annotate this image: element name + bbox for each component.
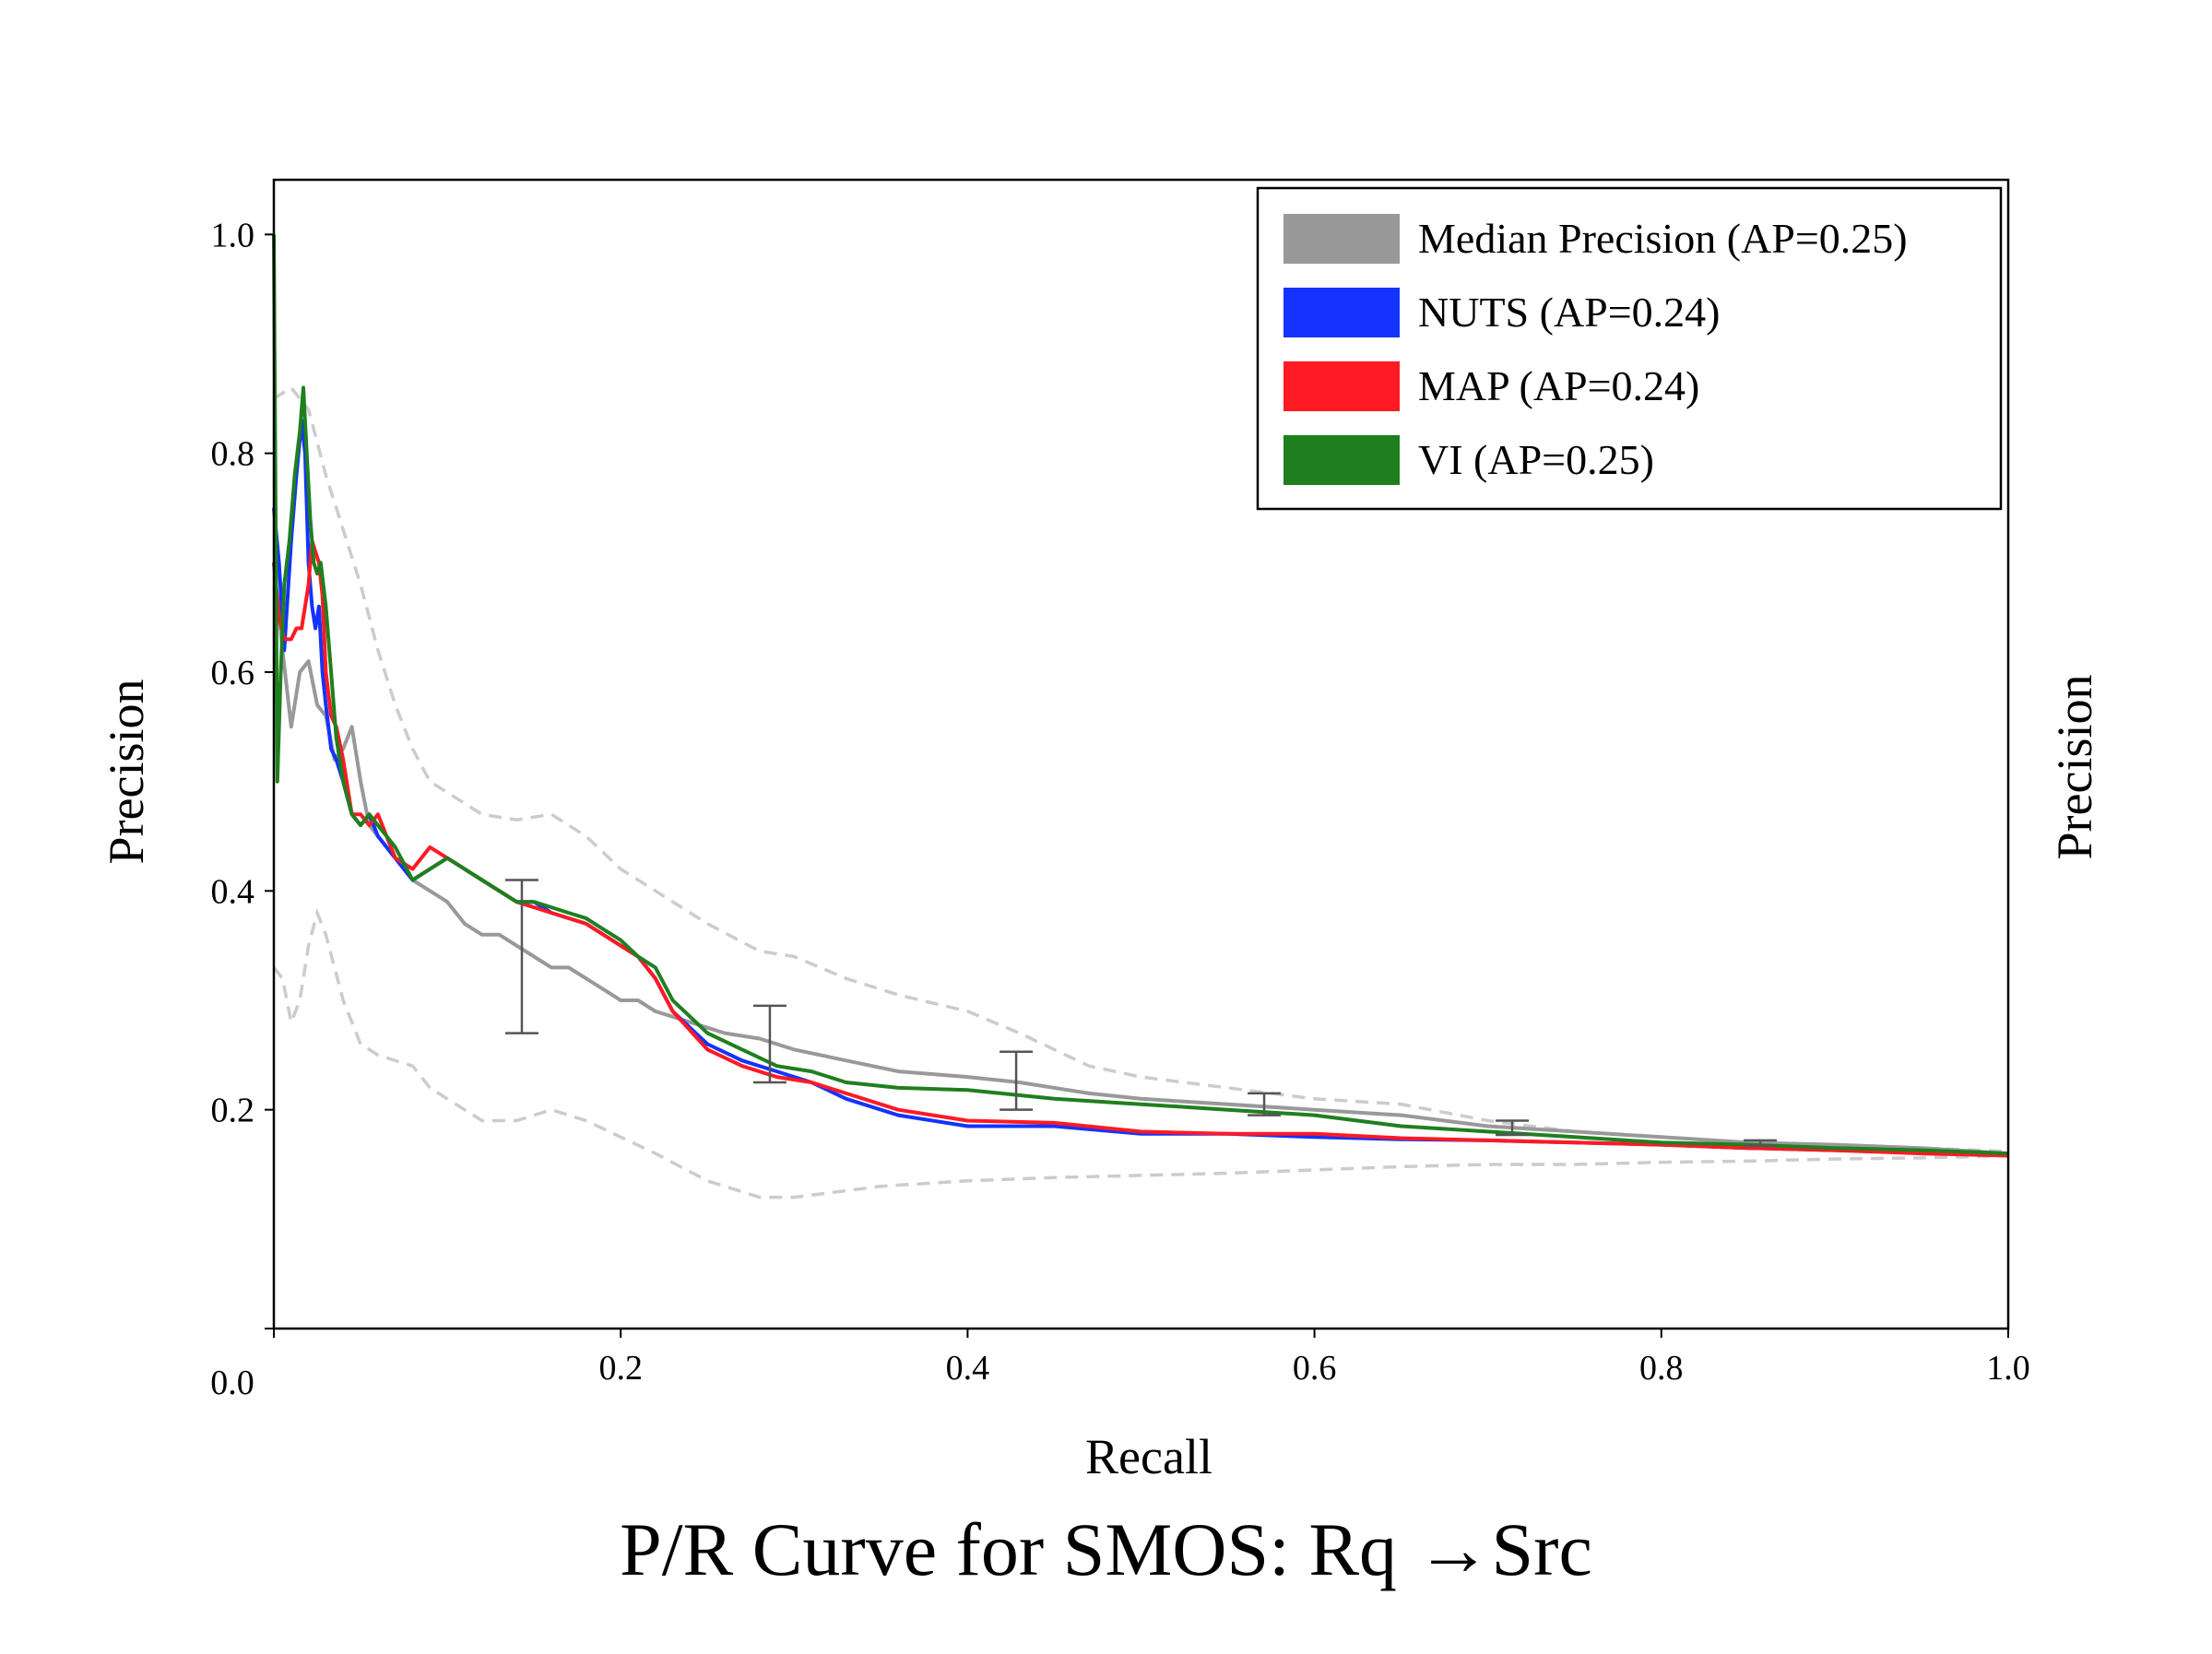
series-line-0 [272,562,2009,1156]
bound-upper-line [273,385,2009,1153]
error-bar-2 [1000,1050,1034,1111]
legend-label-3: VI (AP=0.25) [1418,436,1654,483]
x-tick-label-3: 0.6 [1293,1349,1337,1388]
x-tick-label-4: 0.8 [1639,1349,1684,1388]
y-tick-label-4: 1.0 [211,216,255,254]
legend-swatch-0 [1283,214,1400,264]
bound-lower-line [272,907,2009,1199]
error-bar-0 [504,879,538,1034]
x-tick-label-0: 0.0 [210,1364,254,1402]
legend-swatch-1 [1283,288,1400,337]
error-bar-5 [1744,1139,1778,1148]
legend: Median Precision (AP=0.25) NUTS (AP=0.24)… [1256,186,2003,511]
error-bars [504,879,1778,1148]
y-tick-label-0: 0.2 [211,1092,255,1130]
error-bar-1 [752,1004,787,1084]
legend-label-1: NUTS (AP=0.24) [1418,289,1721,336]
x-axis-ticks: 0.0 0.2 0.4 0.6 0.8 1.0 [210,1329,2030,1402]
x-tick-label-2: 0.4 [946,1349,990,1388]
x-tick-label-1: 0.2 [598,1349,643,1388]
y-tick-label-1: 0.4 [211,872,255,911]
y-axis-label-right: Precision [2047,675,2102,860]
legend-entry-2: MAP (AP=0.24) [1283,361,1699,411]
y-tick-label-2: 0.6 [211,654,255,692]
legend-label-2: MAP (AP=0.24) [1418,362,1699,409]
series-line-1 [272,419,2009,1156]
error-bar-3 [1248,1092,1282,1116]
series-line-2 [272,538,2009,1158]
legend-entry-0: Median Precision (AP=0.25) [1283,214,1908,264]
chart-title: P/R Curve for SMOS: Rq →Src [620,1507,1592,1591]
series-lines [272,234,2009,1158]
legend-swatch-2 [1283,361,1400,411]
error-bar-4 [1496,1119,1530,1137]
precision-bounds [272,385,2009,1199]
legend-label-0: Median Precision (AP=0.25) [1418,215,1908,262]
x-tick-label-5: 1.0 [1986,1349,2030,1388]
series-line-3 [272,234,2009,1156]
y-axis-label: Precision [99,679,154,865]
legend-entry-3: VI (AP=0.25) [1283,435,1654,485]
plot-frame [272,178,2010,1330]
y-tick-label-3: 0.8 [211,435,255,474]
legend-entry-1: NUTS (AP=0.24) [1283,288,1721,337]
legend-swatch-3 [1283,435,1400,485]
y-axis-ticks: 0.2 0.4 0.6 0.8 1.0 [211,216,274,1329]
x-axis-label: Recall [1085,1429,1212,1484]
